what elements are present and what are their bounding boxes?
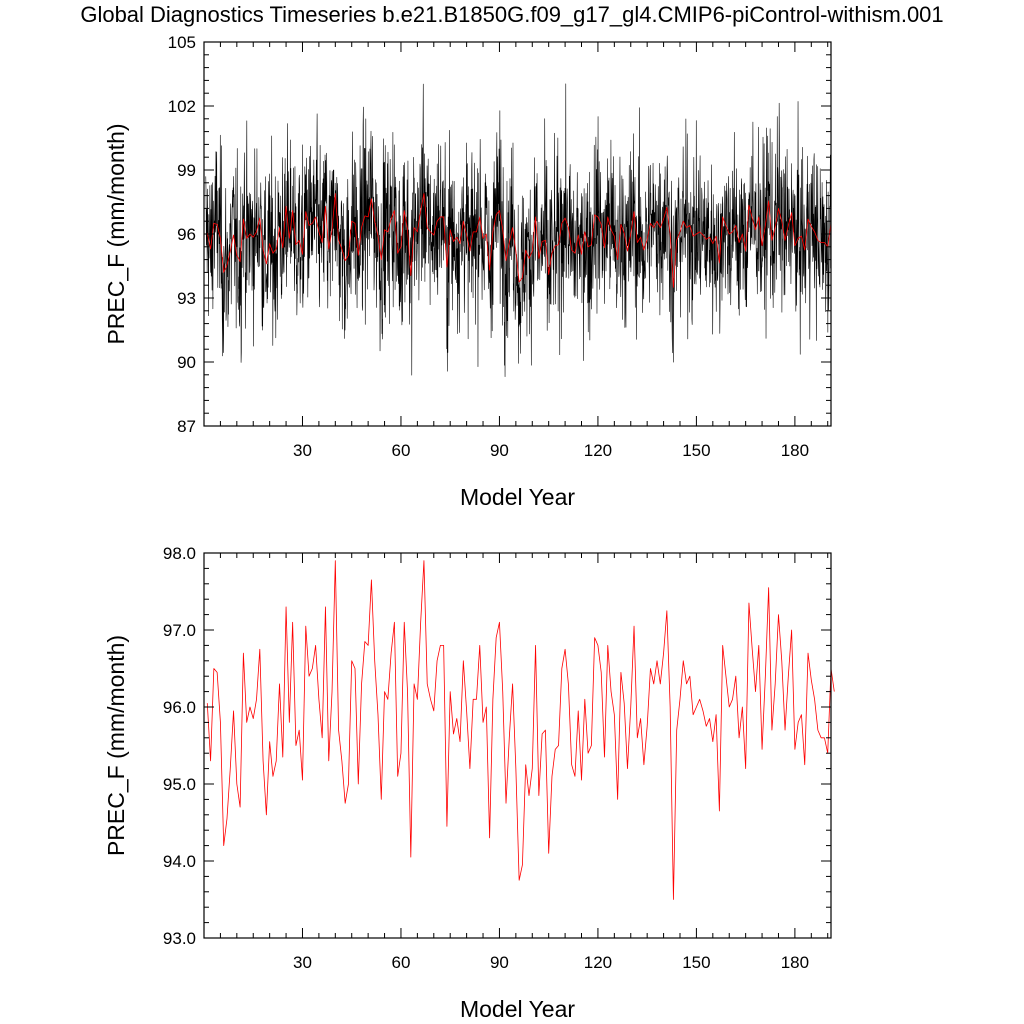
top-y-tick-labels: 87 90 93 96 99 102 105 [168,33,196,436]
bottom-y-tick-label: 93.0 [163,929,196,948]
top-axis-ticks [204,41,831,427]
top-x-tick-label: 150 [682,441,710,460]
top-annual-series [206,193,831,288]
bottom-x-tick-label: 30 [293,953,312,972]
bottom-x-tick-label: 90 [490,953,509,972]
bottom-x-axis-title: Model Year [460,996,575,1022]
top-y-axis-title: PREC_F (mm/month) [103,123,129,344]
bottom-plot-frame [203,552,832,939]
top-annual-line [206,193,831,288]
top-y-tick-label: 99 [177,161,196,180]
top-x-tick-label: 120 [584,441,612,460]
bottom-y-tick-label: 98.0 [163,544,196,563]
top-panel: 30 60 90 120 150 180 87 90 93 96 99 102 105 Model Y… [103,33,832,510]
top-monthly-series [205,83,831,377]
bottom-y-tick-label: 96.0 [163,698,196,717]
top-y-tick-label: 102 [168,97,196,116]
bottom-x-tick-label: 60 [392,953,411,972]
bottom-y-tick-label: 97.0 [163,621,196,640]
bottom-panel: 30 60 90 120 150 180 93.0 94.0 95.0 96.0 97.0 98.0… [103,544,835,1022]
top-monthly-line [205,83,831,377]
bottom-annual-line [206,560,835,900]
bottom-annual-series [206,560,835,900]
top-x-tick-label: 180 [781,441,809,460]
top-y-tick-label: 96 [177,225,196,244]
top-y-tick-label: 105 [168,33,196,52]
figure-title: Global Diagnostics Timeseries b.e21.B185… [80,2,944,27]
top-y-tick-label: 87 [177,417,196,436]
bottom-y-tick-label: 95.0 [163,775,196,794]
top-x-tick-label: 60 [392,441,411,460]
bottom-x-tick-label: 180 [781,953,809,972]
top-x-tick-label: 30 [293,441,312,460]
top-x-tick-label: 90 [490,441,509,460]
bottom-x-tick-labels: 30 60 90 120 150 180 [293,953,809,972]
top-x-tick-labels: 30 60 90 120 150 180 [293,441,809,460]
bottom-axis-ticks [204,552,831,939]
top-y-tick-label: 90 [177,353,196,372]
top-x-axis-title: Model Year [460,484,575,510]
bottom-y-tick-labels: 93.0 94.0 95.0 96.0 97.0 98.0 [163,544,196,948]
top-y-tick-label: 93 [177,289,196,308]
bottom-x-tick-label: 120 [584,953,612,972]
bottom-x-tick-label: 150 [682,953,710,972]
bottom-y-axis-title: PREC_F (mm/month) [103,635,129,856]
bottom-y-tick-label: 94.0 [163,852,196,871]
